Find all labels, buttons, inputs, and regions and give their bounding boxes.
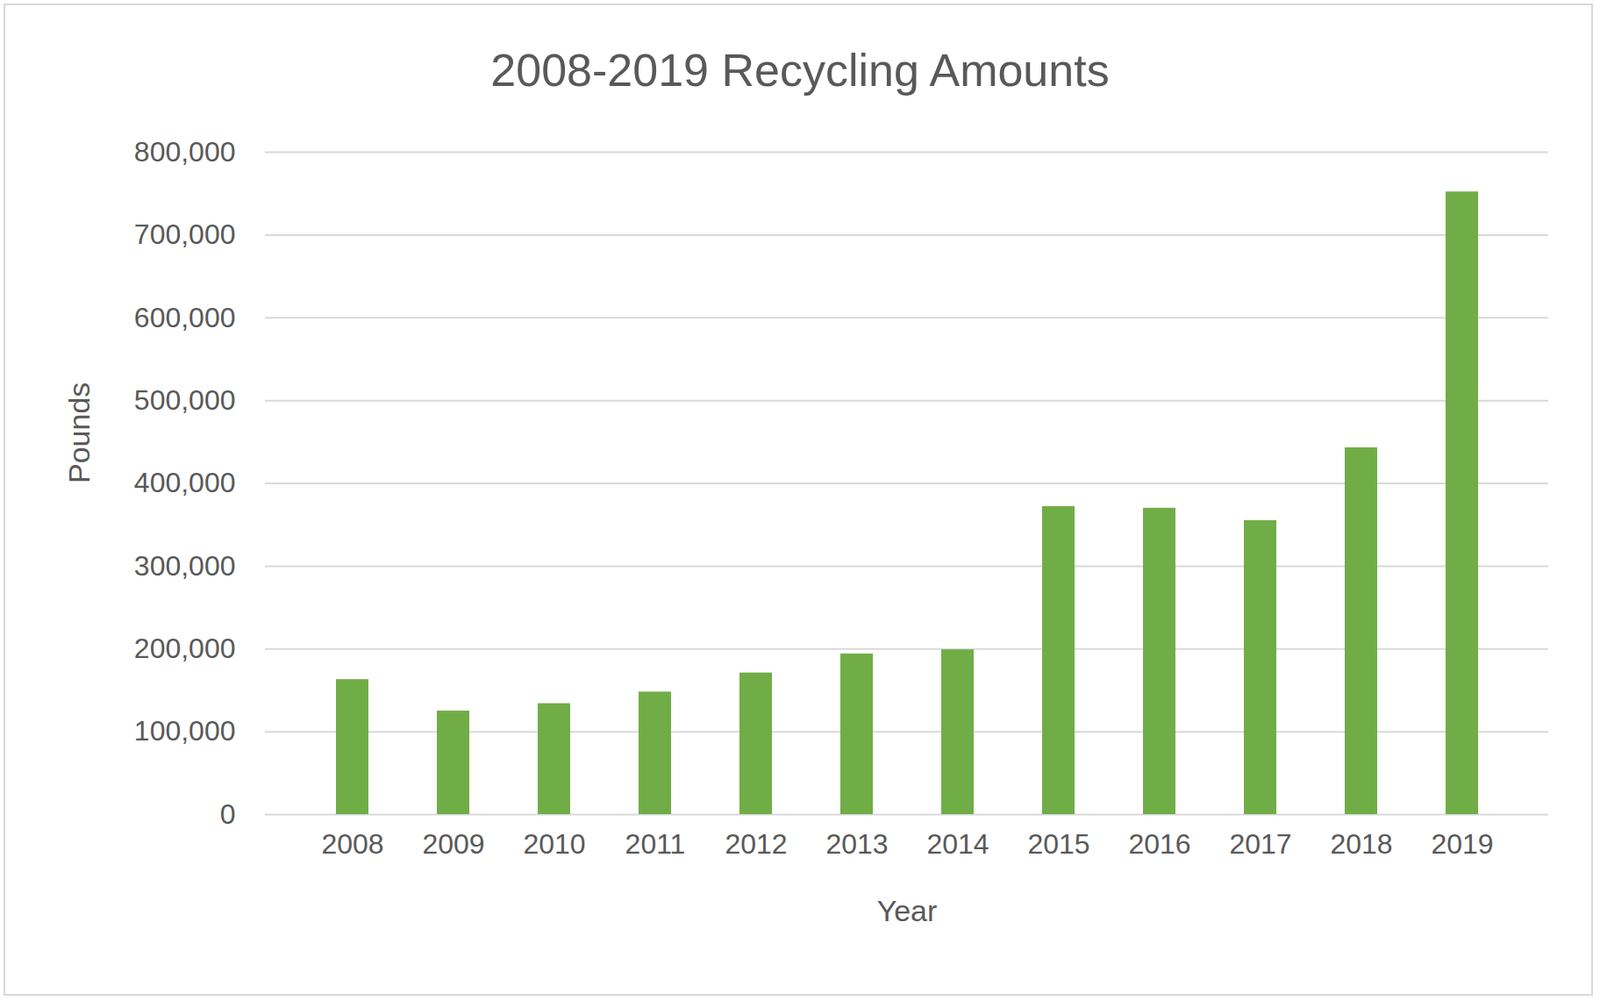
html-text:2008-2019 Recycling Amounts: 2008-2019 Recycling Amounts [490, 44, 1110, 96]
svg-text:2015: 2015 [1027, 828, 1090, 860]
svg-text:800,000: 800,000 [134, 135, 236, 168]
svg-text:Year: Year [877, 893, 938, 928]
svg-text:400,000: 400,000 [134, 466, 236, 499]
svg-text:2012: 2012 [724, 828, 787, 860]
svg-text:2013: 2013 [825, 828, 888, 860]
svg-text:Pounds: Pounds [62, 382, 96, 484]
svg-text:2018: 2018 [1329, 828, 1393, 860]
svg-text:2010: 2010 [522, 828, 586, 860]
svg-text:0: 0 [220, 798, 236, 830]
svg-text:200,000: 200,000 [134, 632, 236, 665]
svg-text:500,000: 500,000 [134, 384, 236, 416]
svg-text:100,000: 100,000 [134, 714, 236, 747]
svg-text:2019: 2019 [1430, 828, 1493, 860]
svg-text:700,000: 700,000 [134, 218, 236, 250]
svg-text:2009: 2009 [421, 828, 485, 860]
svg-text:600,000: 600,000 [134, 300, 236, 333]
svg-text:2016: 2016 [1128, 828, 1191, 860]
svg-text:2008: 2008 [321, 828, 384, 860]
svg-text:2017: 2017 [1228, 828, 1292, 860]
svg-text:2014: 2014 [926, 828, 989, 860]
svg-text:300,000: 300,000 [134, 550, 236, 582]
svg-text:2011: 2011 [625, 828, 686, 860]
